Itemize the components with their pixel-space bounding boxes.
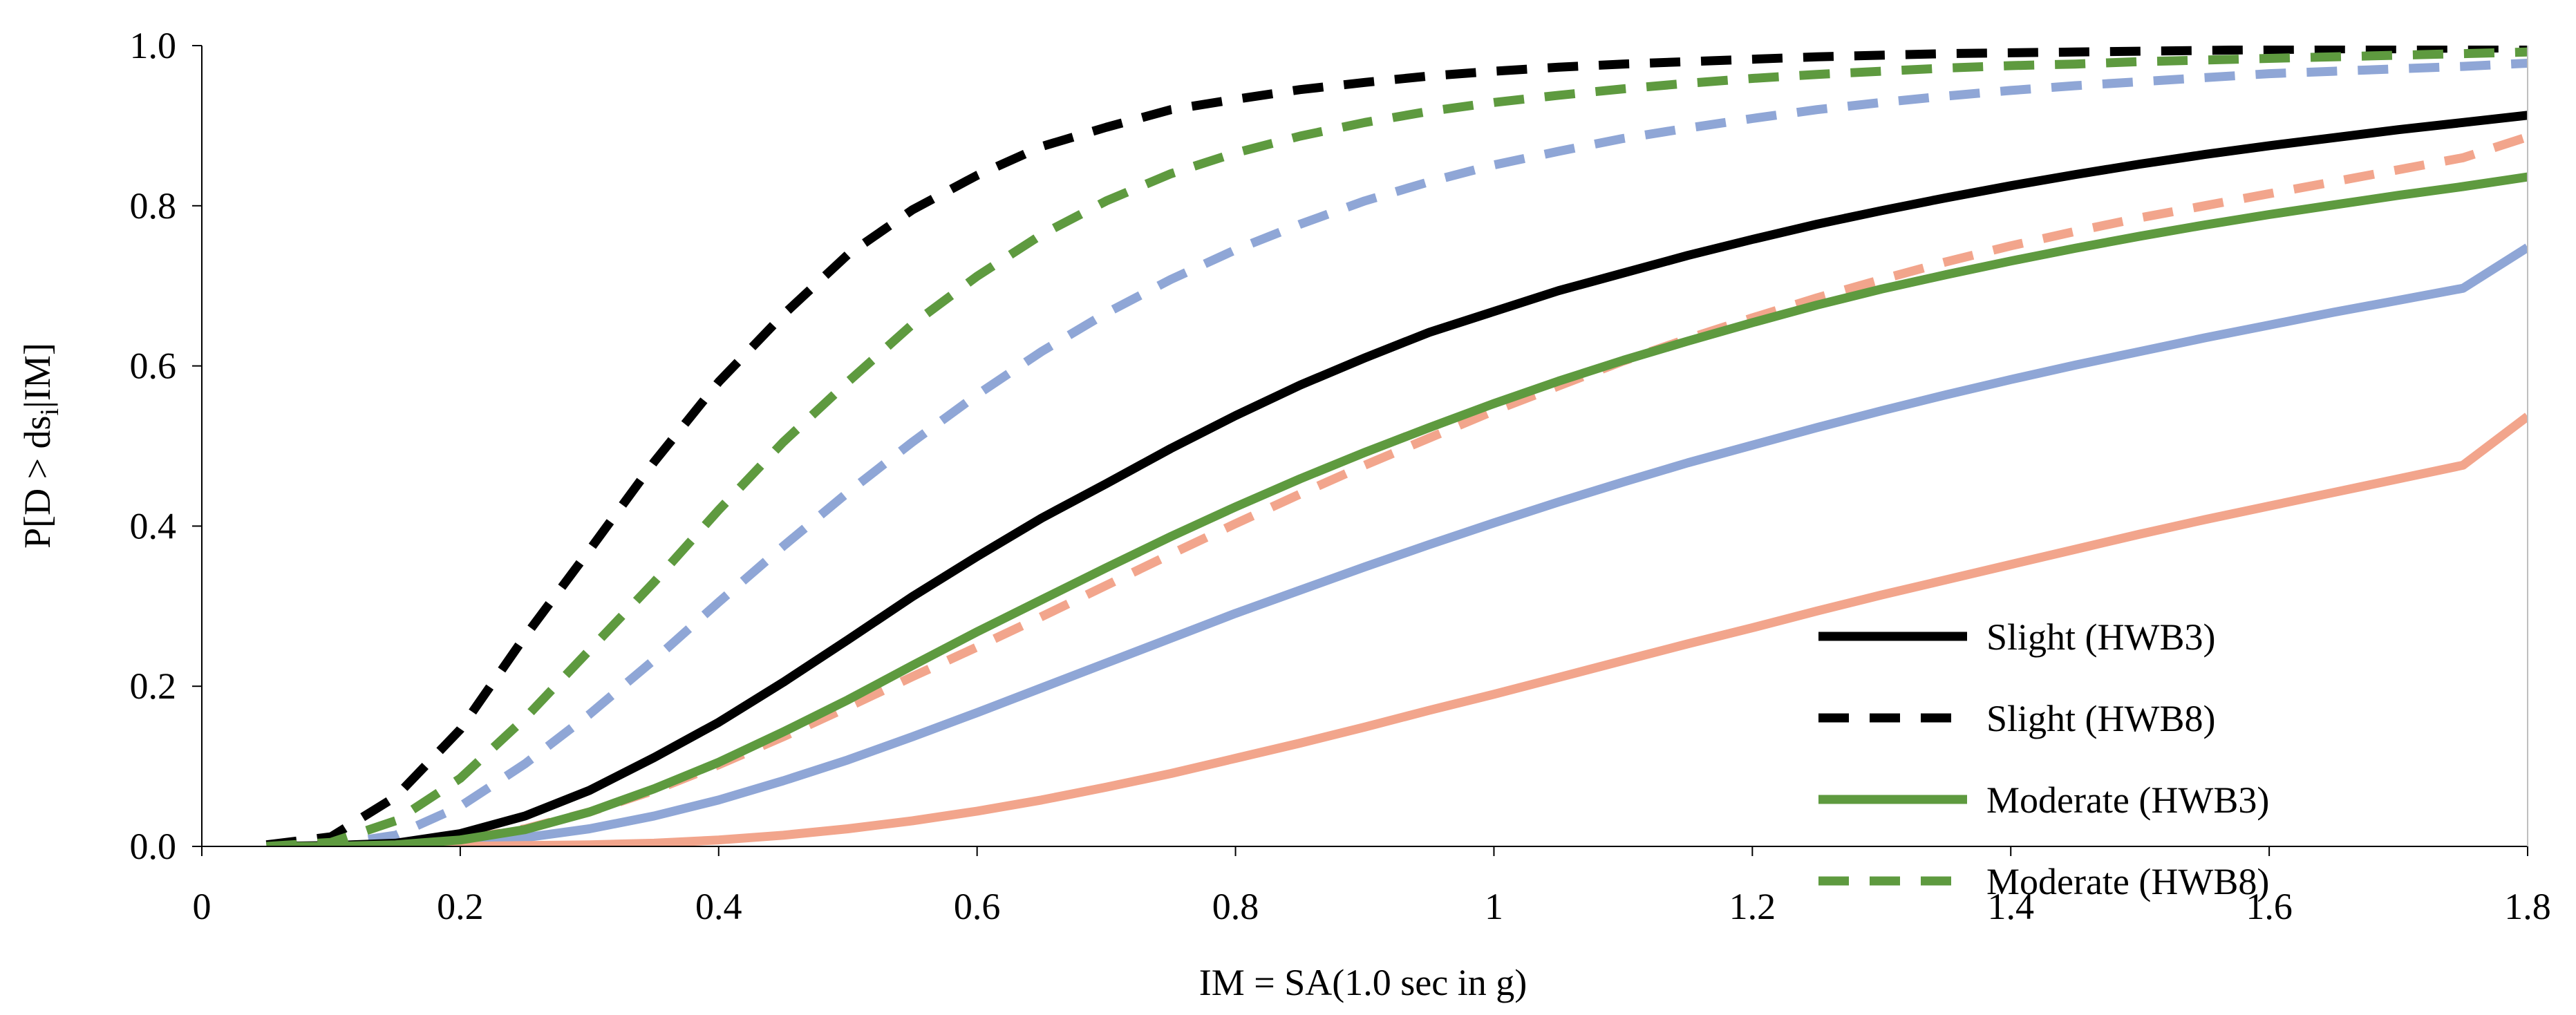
legend-label: Slight (HWB3)	[1986, 616, 2216, 658]
series-line-moderate-hwb3	[266, 172, 2528, 847]
x-tick-label: 1.4	[1987, 886, 2034, 927]
y-axis-label-tail: |IM]	[17, 343, 58, 408]
legend-label: Moderate (HWB8)	[1986, 861, 2269, 902]
y-axis-label-subscript: i	[35, 408, 64, 416]
legend-label: Moderate (HWB3)	[1986, 779, 2269, 821]
x-tick-label: 0.8	[1212, 886, 1259, 927]
series-line-moderate-hwb8	[266, 47, 2528, 847]
y-axis-label: P[D > dsi|IM]	[17, 343, 64, 549]
legend-label: Slight (HWB8)	[1986, 698, 2216, 739]
x-tick-label: 1.8	[2504, 886, 2551, 927]
series-layer	[265, 46, 2528, 847]
series-line-complete-hwb3	[266, 412, 2528, 847]
series-line-extensive-hwb3	[266, 243, 2528, 847]
x-tick-label: 0.6	[954, 886, 1001, 927]
y-ticks: 0.0 0.2 0.4 0.6 0.8 1.0	[130, 25, 202, 867]
x-tick-label: 1.6	[2246, 886, 2293, 927]
x-axis-label: IM = SA(1.0 sec in g)	[1199, 962, 1527, 1003]
y-axis-label-main: P[D > ds	[17, 415, 58, 548]
x-tick-label: 0	[193, 886, 211, 927]
y-tick-label: 0.4	[130, 505, 177, 547]
x-tick-label: 1	[1485, 886, 1503, 927]
series-line-complete-hwb8	[266, 132, 2528, 847]
x-tick-label: 0.4	[695, 886, 742, 927]
y-tick-label: 0.6	[130, 345, 177, 387]
y-tick-label: 0.8	[130, 185, 177, 227]
x-tick-label: 0.2	[437, 886, 484, 927]
x-ticks: 0 0.2 0.4 0.6 0.8 1 1.2 1.4 1.6 1.8	[193, 846, 2551, 927]
x-tick-label: 1.2	[1729, 886, 1776, 927]
series-line-slight-hwb8	[265, 46, 2528, 847]
series-line-extensive-hwb8	[266, 59, 2528, 847]
y-tick-label: 0.0	[130, 826, 177, 867]
y-tick-label: 1.0	[130, 25, 177, 66]
y-tick-label: 0.2	[130, 665, 177, 707]
series-line-slight-hwb3	[266, 111, 2528, 847]
legend: Slight (HWB3) Slight (HWB8) Moderate (HWB3…	[1818, 616, 2269, 902]
